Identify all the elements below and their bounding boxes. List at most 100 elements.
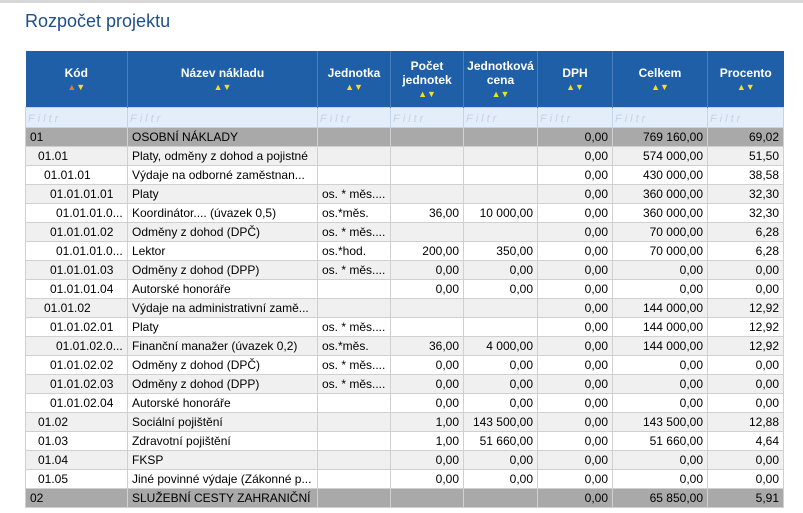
col-header-jednotka[interactable]: Jednotka ▲▼ bbox=[317, 51, 391, 108]
filter-input-jednotka[interactable] bbox=[320, 112, 388, 125]
cell-jednotka: os. * měs.... bbox=[317, 260, 391, 280]
cell-nazev: Koordinátor.... (úvazek 0,5) bbox=[127, 203, 318, 223]
cell-celkem: 0,00 bbox=[612, 279, 708, 299]
cell-procento: 12,92 bbox=[707, 336, 784, 356]
col-header-cena[interactable]: Jednotková cena ▲▼ bbox=[463, 51, 538, 108]
cell-celkem: 0,00 bbox=[612, 450, 708, 470]
cell-cena bbox=[463, 146, 538, 166]
cell-celkem: 144 000,00 bbox=[612, 336, 708, 356]
cell-cena bbox=[463, 184, 538, 204]
cell-jednotka bbox=[317, 146, 391, 166]
table-row[interactable]: 01.01.02.01 Platy os. * měs.... 0,00 144 000… bbox=[25, 317, 784, 337]
cell-jednotka: os. * měs.... bbox=[317, 355, 391, 375]
filter-row bbox=[25, 107, 784, 128]
cell-dph: 0,00 bbox=[537, 317, 613, 337]
sort-arrows-icon[interactable]: ▲▼ bbox=[67, 81, 86, 92]
col-header-pocet[interactable]: Počet jednotek ▲▼ bbox=[390, 51, 464, 108]
sort-arrows-icon[interactable]: ▲▼ bbox=[418, 88, 436, 99]
sort-arrows-icon[interactable]: ▲▼ bbox=[651, 81, 669, 92]
cell-dph: 0,00 bbox=[537, 469, 613, 489]
table-row[interactable]: 01.01.02.02 Odměny z dohod (DPČ) os. * měs… bbox=[25, 355, 784, 375]
cell-dph: 0,00 bbox=[537, 222, 613, 242]
table-row[interactable]: 01.01.02.04 Autorské honoráře 0,00 0,00 0,00… bbox=[25, 393, 784, 413]
cell-procento: 51,50 bbox=[707, 146, 784, 166]
cell-pocet: 0,00 bbox=[390, 260, 464, 280]
sort-arrows-icon[interactable]: ▲▼ bbox=[491, 88, 510, 99]
cell-procento: 32,30 bbox=[707, 184, 784, 204]
filter-input-dph[interactable] bbox=[540, 112, 610, 125]
table-row[interactable]: 01.03 Zdravotní pojištění 1,00 51 660,00 0,0… bbox=[25, 431, 784, 451]
cell-pocet bbox=[390, 222, 464, 242]
cell-pocet bbox=[390, 298, 464, 318]
table-row[interactable]: 01.01.01.03 Odměny z dohod (DPP) os. * měs… bbox=[25, 260, 784, 280]
cell-cena: 143 500,00 bbox=[463, 412, 538, 432]
page-title: Rozpočet projektu bbox=[25, 11, 171, 31]
cell-dph: 0,00 bbox=[537, 165, 613, 185]
cell-celkem: 144 000,00 bbox=[612, 298, 708, 318]
filter-input-nazev[interactable] bbox=[130, 112, 315, 125]
cell-cena: 0,00 bbox=[463, 279, 538, 299]
cell-pocet bbox=[390, 184, 464, 204]
cell-nazev: Odměny z dohod (DPP) bbox=[127, 374, 318, 394]
table-row[interactable]: 01 OSOBNÍ NÁKLADY 0,00 769 160,00 69,02 bbox=[25, 127, 784, 147]
cell-cena: 4 000,00 bbox=[463, 336, 538, 356]
table-row[interactable]: 01.01.01.02 Odměny z dohod (DPČ) os. * měs… bbox=[25, 222, 784, 242]
filter-input-celkem[interactable] bbox=[615, 112, 705, 125]
cell-nazev: Platy bbox=[127, 317, 318, 337]
cell-jednotka: os. * měs.... bbox=[317, 222, 391, 242]
col-header-dph[interactable]: DPH ▲▼ bbox=[537, 51, 613, 108]
cell-nazev: Výdaje na administrativní zamě... bbox=[127, 298, 318, 318]
sort-arrows-icon[interactable]: ▲▼ bbox=[345, 81, 363, 92]
table-row[interactable]: 01.01.01.0... Lektor os.*hod. 200,00 350,00 0… bbox=[25, 241, 784, 261]
cell-dph: 0,00 bbox=[537, 412, 613, 432]
cell-kod: 01.01.01.0... bbox=[25, 203, 128, 223]
cell-pocet: 1,00 bbox=[390, 412, 464, 432]
col-header-nazev[interactable]: Název nákladu ▲▼ bbox=[127, 51, 318, 108]
cell-kod: 01.01.02 bbox=[25, 298, 128, 318]
filter-input-procento[interactable] bbox=[710, 112, 781, 125]
cell-pocet bbox=[390, 127, 464, 147]
cell-dph: 0,00 bbox=[537, 393, 613, 413]
table-row[interactable]: 01.02 Sociální pojištění 1,00 143 500,00 0,0… bbox=[25, 412, 784, 432]
table-row[interactable]: 01.01.01.04 Autorské honoráře 0,00 0,00 0,00… bbox=[25, 279, 784, 299]
col-header-procento[interactable]: Procento ▲▼ bbox=[707, 51, 784, 108]
cell-dph: 0,00 bbox=[537, 127, 613, 147]
cell-procento: 6,28 bbox=[707, 222, 784, 242]
table-row[interactable]: 01.01.01.01 Platy os. * měs.... 0,00 360 000… bbox=[25, 184, 784, 204]
header-row: Kód ▲▼ Název nákladu ▲▼ Jednotka ▲▼ Počet j… bbox=[25, 51, 784, 108]
cell-cena: 0,00 bbox=[463, 469, 538, 489]
cell-jednotka bbox=[317, 165, 391, 185]
cell-pocet: 0,00 bbox=[390, 374, 464, 394]
table-row[interactable]: 01.01 Platy, odměny z dohod a pojistné 0,0… bbox=[25, 146, 784, 166]
cell-pocet: 0,00 bbox=[390, 469, 464, 489]
cell-kod: 01.01.01.03 bbox=[25, 260, 128, 280]
table-row[interactable]: 01.01.01 Výdaje na odborné zaměstnan... 0,… bbox=[25, 165, 784, 185]
cell-celkem: 70 000,00 bbox=[612, 241, 708, 261]
filter-input-kod[interactable] bbox=[28, 112, 125, 125]
table-row[interactable]: 01.01.02.0... Finanční manažer (úvazek 0,… bbox=[25, 336, 784, 356]
filter-input-pocet[interactable] bbox=[393, 112, 461, 125]
sort-arrows-icon[interactable]: ▲▼ bbox=[566, 81, 584, 92]
table-row[interactable]: 01.01.02.03 Odměny z dohod (DPP) os. * měs… bbox=[25, 374, 784, 394]
table-row[interactable]: 01.05 Jiné povinné výdaje (Zákonné p... 0,… bbox=[25, 469, 784, 489]
cell-pocet bbox=[390, 146, 464, 166]
cell-pocet bbox=[390, 317, 464, 337]
cell-celkem: 360 000,00 bbox=[612, 184, 708, 204]
sort-arrows-icon[interactable]: ▲▼ bbox=[213, 81, 232, 92]
cell-kod: 01.01.01.04 bbox=[25, 279, 128, 299]
table-row[interactable]: 01.01.02 Výdaje na administrativní zamě..… bbox=[25, 298, 784, 318]
sort-arrows-icon[interactable]: ▲▼ bbox=[736, 81, 755, 92]
filter-input-cena[interactable] bbox=[466, 112, 535, 125]
cell-jednotka: os.*měs. bbox=[317, 336, 391, 356]
cell-procento: 12,92 bbox=[707, 317, 784, 337]
table-row[interactable]: 01.01.01.0... Koordinátor.... (úvazek 0,5… bbox=[25, 203, 784, 223]
col-header-kod[interactable]: Kód ▲▼ bbox=[25, 51, 128, 108]
table-row[interactable]: 01.04 FKSP 0,00 0,00 0,00 0,00 0,00 bbox=[25, 450, 784, 470]
grid-body: 01 OSOBNÍ NÁKLADY 0,00 769 160,00 69,02 01.01… bbox=[25, 127, 784, 508]
table-row[interactable]: 02 SLUŽEBNÍ CESTY ZAHRANIČNÍ 0,00 65 850,00… bbox=[25, 488, 784, 508]
cell-cena bbox=[463, 165, 538, 185]
cell-procento: 69,02 bbox=[707, 127, 784, 147]
col-header-celkem[interactable]: Celkem ▲▼ bbox=[612, 51, 708, 108]
cell-dph: 0,00 bbox=[537, 279, 613, 299]
cell-dph: 0,00 bbox=[537, 450, 613, 470]
